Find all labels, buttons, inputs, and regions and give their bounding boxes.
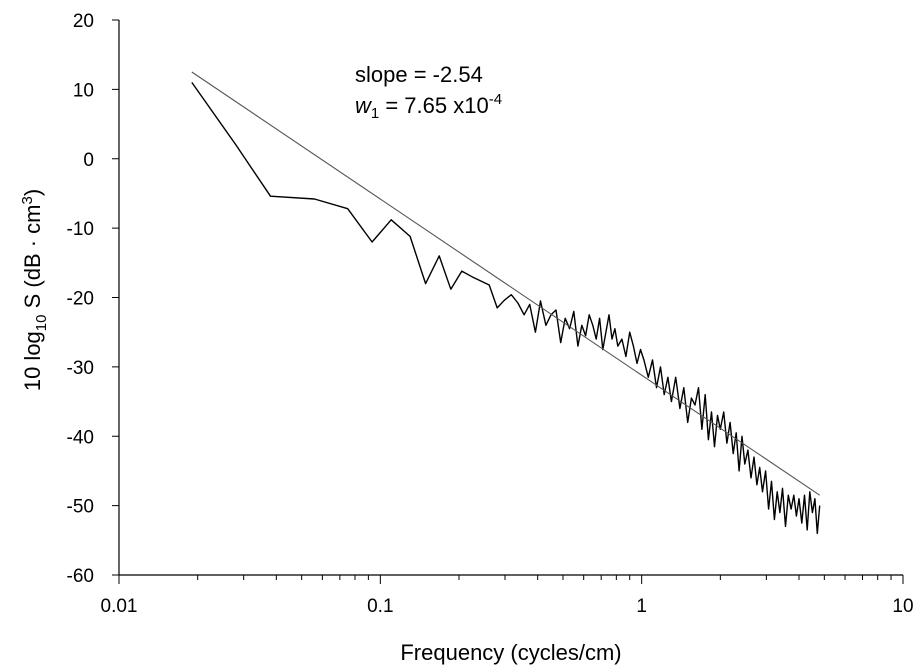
fit-line	[191, 71, 821, 496]
y-tick-label: -60	[67, 566, 94, 587]
w-sub: 1	[371, 105, 379, 122]
y-tick-label: 10	[73, 80, 94, 101]
y-tick-label: 0	[83, 150, 94, 171]
slope-annotation: slope = -2.54	[355, 62, 483, 87]
x-tick-label: 1	[636, 596, 647, 617]
ticks: -60 -50 -40 -30 -20 -10 0 10 20 0.01 0.1 1 10	[67, 11, 914, 617]
y-tick-label: -40	[67, 427, 94, 448]
w-value: = 7.65 x10	[379, 93, 488, 118]
w-symbol: w	[355, 93, 373, 118]
x-axis-label: Frequency (cycles/cm)	[400, 640, 621, 665]
y-tick-label: -10	[67, 219, 94, 240]
y-label-suffix: )	[20, 189, 45, 196]
y-tick-label: -50	[67, 497, 94, 518]
axes	[118, 20, 903, 576]
x-tick-label: 0.01	[101, 596, 138, 617]
spectrum-line	[191, 81, 821, 535]
y-label-prefix: 10 log	[20, 331, 45, 391]
x-tick-label: 10	[892, 596, 913, 617]
y-tick-label: -20	[67, 289, 94, 310]
y-label-sub: 10	[33, 315, 50, 332]
y-tick-label: 20	[73, 11, 94, 32]
series-layer	[191, 71, 821, 535]
y-label-mid: S (dB · cm	[20, 205, 45, 315]
x-tick-label: 0.1	[367, 596, 393, 617]
y-tick-label: -30	[67, 358, 94, 379]
w-exp: -4	[489, 91, 502, 108]
y-axis-label: 10 log10 S (dB · cm3)	[19, 189, 50, 391]
w1-annotation: w1 = 7.65 x10-4	[355, 91, 502, 122]
y-label-sup: 3	[19, 196, 36, 204]
